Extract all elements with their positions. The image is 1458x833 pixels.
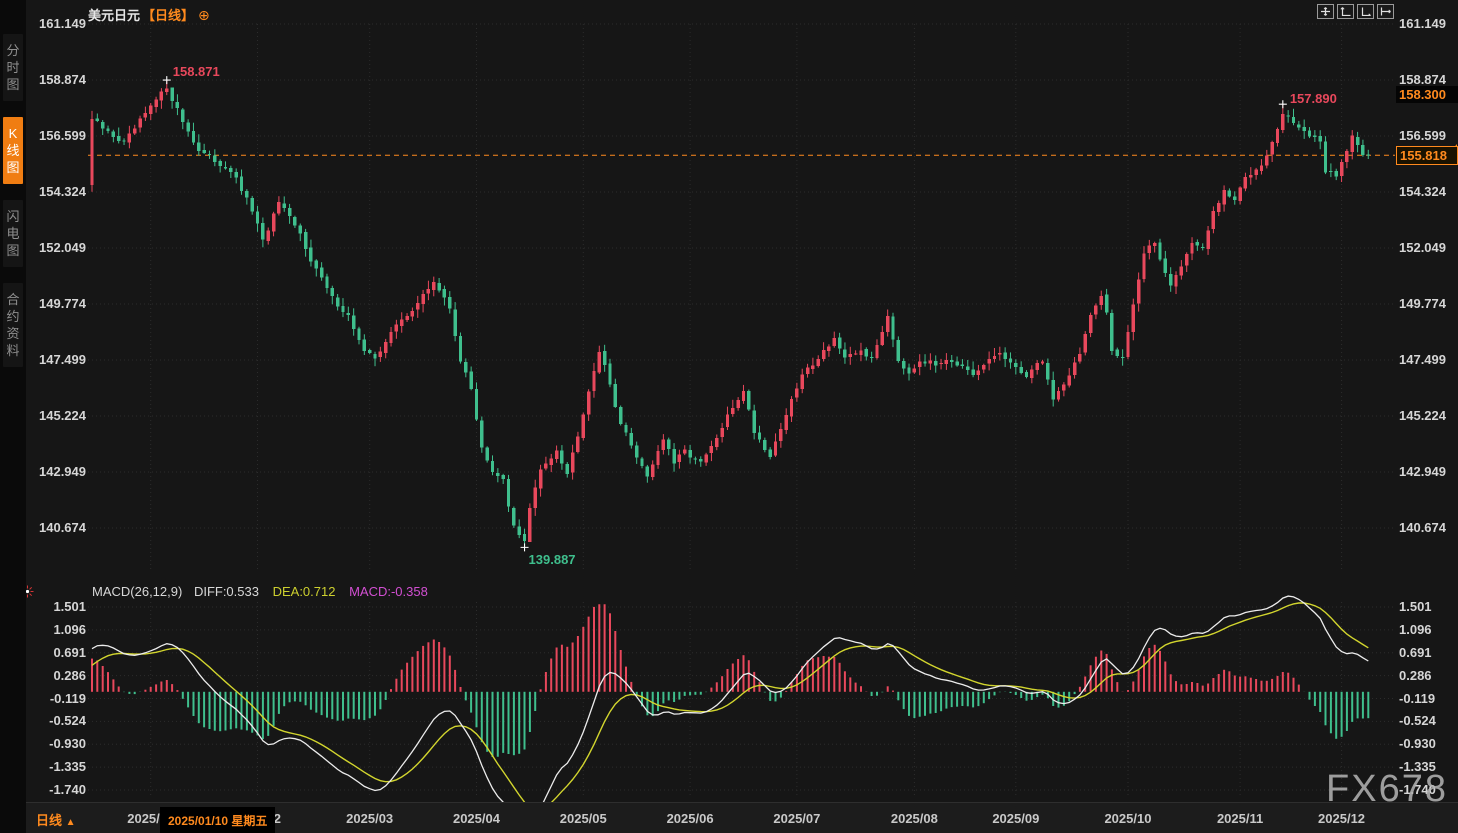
y-axis-scale-button[interactable] <box>1337 4 1354 19</box>
period-selector[interactable]: 日线 ▲ <box>36 810 76 829</box>
price-axis-label-left: 145.224 <box>39 408 86 423</box>
macd-hist-value: MACD:-0.358 <box>349 584 428 599</box>
price-axis-label-left: 149.774 <box>39 296 86 311</box>
sidebar-tab-contract-info[interactable]: 合约资料 <box>3 283 23 367</box>
chart-title: 美元日元 【日线】 ⊕ <box>88 5 210 24</box>
highest-price-annotation: 158.871 <box>172 64 220 80</box>
macd-axis-label-left: -1.740 <box>49 782 86 797</box>
macd-indicator-header: MACD(26,12,9) DIFF:0.533 DEA:0.712 MACD:… <box>92 584 428 599</box>
x-axis-month-label: 2025/08 <box>890 811 938 826</box>
x-axis-month-label: 2025/11 <box>1216 811 1264 826</box>
price-axis-label-left: 158.874 <box>39 72 86 87</box>
macd-axis-label-left: -0.524 <box>49 713 86 729</box>
macd-axis-label-left: 0.691 <box>53 644 86 660</box>
x-axis-scale-icon <box>1361 7 1371 16</box>
period-up-arrow-icon: ▲ <box>65 817 76 828</box>
x-axis-month-label: 2025/10 <box>1104 811 1152 826</box>
macd-axis-label-right: -0.119 <box>1399 690 1436 706</box>
price-axis-label-right: 140.674 <box>1399 520 1446 535</box>
x-axis-month-label: 2025/05 <box>559 811 607 826</box>
macd-axis-label-right: 1.501 <box>1399 599 1432 614</box>
macd-axis-label-left: -1.335 <box>49 759 86 775</box>
macd-params: MACD(26,12,9) <box>92 584 183 599</box>
price-axis-label-right: 156.599 <box>1399 128 1446 143</box>
price-axis-label-right: 145.224 <box>1399 408 1446 423</box>
macd-axis-label-left: 1.501 <box>53 599 86 614</box>
macd-axis-label-right: -0.524 <box>1399 713 1436 729</box>
current-price-marker: 155.818 <box>1396 146 1458 165</box>
price-axis-label-right: 152.049 <box>1399 240 1446 255</box>
sidebar-tab-lightning[interactable]: 闪电图 <box>3 200 23 267</box>
sidebar: 分时图 K线图 闪电图 合约资料 <box>0 0 26 833</box>
y-axis-scale-icon <box>1340 7 1351 16</box>
macd-axis-label-right: -1.740 <box>1399 782 1436 797</box>
x-axis-month-label: 2025/06 <box>666 811 714 826</box>
x-axis-month-label: 2025/09 <box>992 811 1040 826</box>
sidebar-tab-timeshare[interactable]: 分时图 <box>3 34 23 101</box>
macd-axis-label-right: 0.691 <box>1399 644 1432 660</box>
x-axis-bar: 2025/01/10 星期五 2025/012025/022025/032025… <box>26 802 1458 833</box>
x-axis-scale-button[interactable] <box>1357 4 1374 19</box>
price-axis-label-right: 161.149 <box>1399 16 1446 31</box>
price-axis-label-left: 140.674 <box>39 520 86 535</box>
macd-axis-label-right: -1.335 <box>1399 759 1436 775</box>
price-axis-label-right: 154.324 <box>1399 184 1446 199</box>
macd-axis-label-right: -0.930 <box>1399 736 1436 752</box>
macd-axis-label-left: -0.930 <box>49 736 86 752</box>
macd-dea-value: DEA:0.712 <box>272 584 336 599</box>
x-axis-month-label: 2025/04 <box>452 811 500 826</box>
price-axis-label-right: 142.949 <box>1399 464 1446 479</box>
price-axis-label-left: 156.599 <box>39 128 86 143</box>
price-axis-label-left: 147.499 <box>39 352 86 367</box>
macd-axis-label-left: -0.119 <box>49 690 86 706</box>
price-axis-label-right: 147.499 <box>1399 352 1446 367</box>
recent-high-annotation: 157.890 <box>1289 91 1337 107</box>
sidebar-tab-kline[interactable]: K线图 <box>3 117 23 184</box>
x-axis-month-label: 2025/12 <box>1318 811 1366 826</box>
period-text: 日线 <box>36 813 63 828</box>
shift-right-icon <box>1380 7 1391 16</box>
price-axis-label-left: 161.149 <box>39 16 86 31</box>
chart-toolbar <box>1317 4 1394 19</box>
lowest-price-annotation: 139.887 <box>528 552 576 568</box>
fx678-watermark: FX678 <box>1326 768 1448 810</box>
price-axis-label-left: 142.949 <box>39 464 86 479</box>
macd-axis-label-left: 1.096 <box>53 621 86 637</box>
shift-right-button[interactable] <box>1377 4 1394 19</box>
pan-icon <box>1321 7 1330 16</box>
macd-axis-label-right: 0.286 <box>1399 667 1432 683</box>
price-axis-label-left: 154.324 <box>39 184 86 199</box>
price-axis-label-right: 158.874 <box>1399 72 1446 87</box>
x-axis-month-label: 2025/07 <box>773 811 821 826</box>
pan-tool-button[interactable] <box>1317 4 1334 19</box>
price-axis-label-right: 149.774 <box>1399 296 1446 311</box>
symbol-name: 美元日元 <box>88 8 141 23</box>
macd-axis-label-right: 1.096 <box>1399 621 1432 637</box>
reference-high-price-marker: 158.300 <box>1396 86 1458 103</box>
settings-gear-icon[interactable]: ⊕ <box>198 7 210 23</box>
x-axis-month-label: 2025/03 <box>346 811 394 826</box>
macd-axis-label-left: 0.286 <box>53 667 86 683</box>
macd-diff-value: DIFF:0.533 <box>193 584 259 599</box>
date-tooltip: 2025/01/10 星期五 <box>160 807 276 833</box>
period-badge: 【日线】 <box>142 8 195 23</box>
price-axis-label-left: 152.049 <box>39 240 86 255</box>
